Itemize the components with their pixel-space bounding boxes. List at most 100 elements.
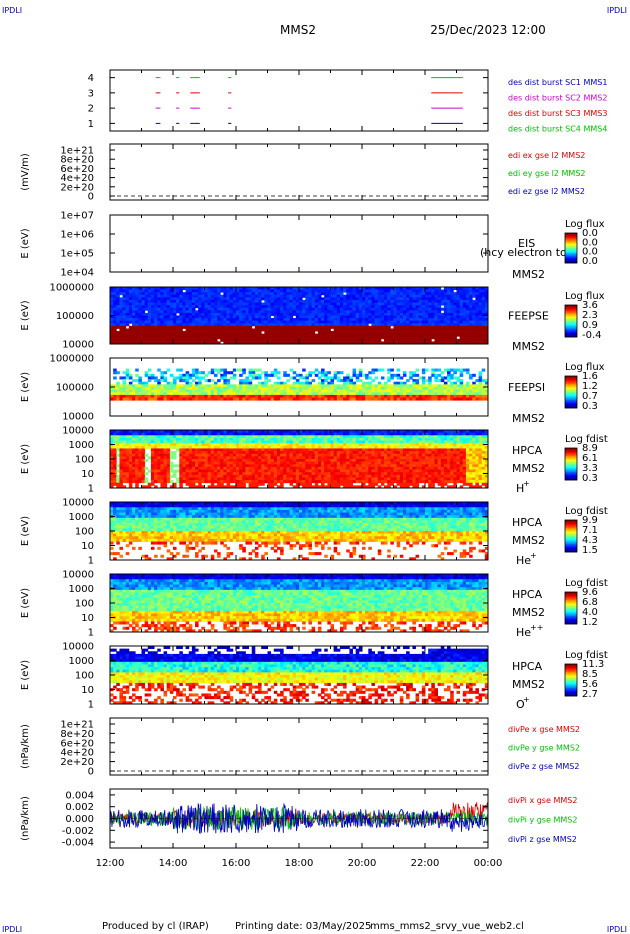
legend-entry: divPi y gse MMS2: [508, 816, 577, 825]
legend: divPi x gse MMS2 divPi y gse MMS2 divPi z …: [508, 796, 577, 844]
y-tick-label: 1000000: [49, 354, 94, 365]
y-tick-label: 4e+20: [60, 748, 94, 759]
colorbar: 0.00.00.00.0: [564, 228, 598, 267]
colorbar-step: [565, 592, 577, 594]
colorbar-tick-label: 7.1: [582, 525, 598, 536]
colorbar-step: [565, 452, 577, 454]
y-tick-label: 8e+20: [60, 729, 94, 740]
panel-hpca-he: 10000 1000 100 10 1 E (eV) HPCA MMS2 He+ Log fdis…: [20, 498, 608, 568]
spectrogram-feeps-ions: [110, 368, 489, 401]
colorbar-step: [565, 400, 577, 402]
colorbar-step: [565, 327, 577, 330]
y-tick-label: 0: [88, 767, 94, 778]
colorbar-step: [565, 546, 577, 549]
colorbar-step: [565, 315, 577, 318]
colorbar-tick-label: 0.3: [582, 401, 598, 412]
y-axis-label: E (eV): [20, 228, 31, 258]
y-tick-label: 10000: [62, 642, 94, 653]
y-tick-label: 6e+20: [60, 164, 94, 175]
legend-entry: divPe z gse MMS2: [508, 762, 579, 771]
colorbar-step: [565, 686, 577, 689]
spectrogram-hpca-he: [110, 502, 489, 561]
colorbar-step: [565, 251, 577, 254]
colorbar-frame: [564, 232, 578, 264]
species-label: O: [516, 698, 525, 711]
colorbar-step: [565, 605, 577, 607]
panel-hpca-h: 10000 1000 100 10 1 E (eV) HPCA MMS2 H+ Log fdist…: [20, 426, 608, 496]
colorbar-step: [565, 610, 577, 613]
colorbar-step: [565, 688, 577, 690]
colorbar-tick-label: 1.2: [582, 617, 598, 628]
colorbar-step: [565, 685, 577, 687]
y-tick-label: 1e+21: [60, 146, 94, 157]
y-tick-label: 1: [88, 484, 94, 495]
colorbar-step: [565, 537, 577, 539]
colorbar-step: [565, 254, 577, 256]
colorbar-step: [565, 682, 577, 685]
colorbar-step: [565, 522, 577, 525]
colorbar-step: [565, 604, 577, 606]
x-tick-label: 12:00: [96, 858, 125, 869]
colorbar-title: Log flux: [565, 362, 605, 373]
colorbar-step: [565, 528, 577, 530]
colorbar-step: [565, 544, 577, 546]
y-axis-label: E (eV): [20, 372, 31, 402]
y-tick-label: 1: [88, 556, 94, 567]
colorbar-tick-label: 1.5: [582, 545, 598, 556]
colorbar-step: [565, 617, 577, 619]
colorbar-step: [565, 600, 577, 602]
colorbar-step: [565, 386, 577, 389]
colorbar-step: [565, 388, 577, 390]
colorbar-tick-label: 0.9: [582, 320, 598, 331]
colorbar-step: [565, 609, 577, 611]
colorbar-step: [565, 550, 577, 553]
x-tick-label: 20:00: [348, 858, 377, 869]
x-tick-label: 22:00: [411, 858, 440, 869]
colorbar-step: [565, 318, 577, 320]
legend-entry: des dist burst SC2 MMS2: [508, 94, 607, 103]
y-tick-label: 4: [88, 73, 94, 84]
colorbar-step: [565, 307, 577, 310]
colorbar-step: [565, 474, 577, 477]
colorbar-step: [565, 520, 577, 522]
colorbar-step: [565, 246, 577, 249]
colorbar-step: [565, 542, 577, 545]
colorbar-step: [565, 397, 577, 399]
colorbar-step: [565, 598, 577, 601]
instrument-label: HPCA: [512, 516, 543, 529]
colorbar-step: [565, 239, 577, 241]
colorbar-step: [565, 597, 577, 599]
colorbar-step: [565, 533, 577, 535]
colorbar-step: [565, 670, 577, 673]
date-title: 25/Dec/2023 12:00: [430, 23, 546, 37]
colorbar-step: [565, 385, 577, 387]
time-axis: 12:00 14:00 16:00 18:00 20:00 22:00 00:00: [96, 70, 502, 869]
mission-title: MMS2: [280, 23, 316, 37]
colorbar-step: [565, 378, 577, 381]
panel-frame: [109, 143, 489, 201]
colorbar-step: [565, 382, 577, 385]
colorbar-step: [565, 244, 577, 246]
colorbar-tick-label: 3.3: [582, 463, 598, 474]
y-tick-label: 10000: [62, 570, 94, 581]
colorbar-step: [565, 466, 577, 469]
colorbar-step: [565, 449, 577, 451]
species-label: H: [516, 482, 524, 495]
colorbar-step: [565, 376, 577, 378]
colorbar-tick-label: 8.5: [582, 669, 598, 680]
spacecraft-label: MMS2: [512, 340, 545, 353]
spectrogram-hpca-o: [110, 646, 489, 705]
legend-entry: divPi x gse MMS2: [508, 796, 577, 805]
y-tick-label: 1e+06: [60, 230, 94, 241]
colorbar-step: [565, 462, 577, 465]
y-tick-label: 1: [88, 700, 94, 711]
colorbar-step: [565, 390, 577, 393]
legend-entry: edi ey gse l2 MMS2: [508, 169, 586, 178]
colorbar-step: [565, 326, 577, 328]
colorbar-step: [565, 666, 577, 669]
y-tick-label: 10: [81, 685, 94, 696]
x-tick-label: 18:00: [285, 858, 314, 869]
colorbar-step: [565, 380, 577, 382]
y-tick-label: 1000000: [49, 283, 94, 294]
x-tick-label: 14:00: [159, 858, 188, 869]
